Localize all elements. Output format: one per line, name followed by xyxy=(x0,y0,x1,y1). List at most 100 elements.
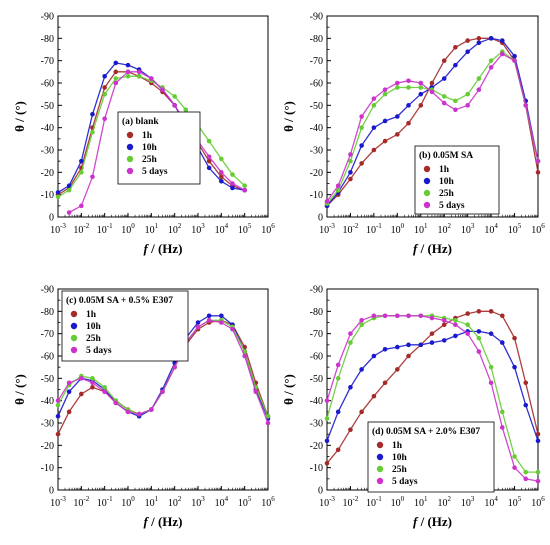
data-point xyxy=(136,74,142,79)
y-tick-label: -60 xyxy=(310,352,323,363)
data-point xyxy=(465,49,470,55)
x-tick-label: 102 xyxy=(168,495,182,509)
y-tick-label: -80 xyxy=(41,307,54,318)
y-tick-label: -90 xyxy=(41,12,54,23)
x-tick-label: 100 xyxy=(391,222,405,236)
data-point xyxy=(465,322,470,328)
data-point xyxy=(453,317,458,323)
data-point xyxy=(348,340,353,345)
data-point xyxy=(172,94,177,99)
data-point xyxy=(512,58,517,63)
legend: (c) 0.05M SA + 0.5% E307 1h 10h 25h 5 days xyxy=(61,290,189,362)
data-point xyxy=(102,389,107,395)
data-point xyxy=(324,199,330,204)
data-point xyxy=(348,176,353,182)
data-point xyxy=(79,158,84,164)
legend-marker xyxy=(70,334,78,342)
data-point xyxy=(324,460,330,466)
data-point xyxy=(79,170,84,175)
data-point xyxy=(113,80,119,86)
y-tick-label: -70 xyxy=(310,329,323,340)
data-point xyxy=(395,80,400,86)
x-tick-label: 104 xyxy=(215,222,229,236)
legend-label: 25h xyxy=(439,189,455,199)
fit-line xyxy=(68,71,246,214)
y-tick-label: -10 xyxy=(310,190,323,201)
data-point xyxy=(102,74,107,79)
legend-title: (c) 0.05M SA + 0.5% E307 xyxy=(66,295,173,306)
data-point xyxy=(535,170,541,175)
legend-label: 1h xyxy=(142,131,153,141)
data-point xyxy=(406,78,411,84)
y-tick-label: -30 xyxy=(41,419,54,430)
data-point xyxy=(90,129,95,135)
x-tick-label: 10-2 xyxy=(73,222,89,236)
data-point xyxy=(441,317,447,323)
data-point xyxy=(488,58,494,63)
data-point xyxy=(66,183,72,189)
legend-label: 25h xyxy=(392,465,408,475)
y-tick-label: 0 xyxy=(318,486,323,497)
x-tick-label: 105 xyxy=(238,495,252,509)
data-point xyxy=(441,58,447,63)
legend-label: 10h xyxy=(142,143,158,153)
data-point xyxy=(535,469,541,475)
y-tick-label: -70 xyxy=(41,56,54,67)
y-tick-label: -10 xyxy=(41,463,54,474)
x-tick-label: 102 xyxy=(168,222,182,236)
x-tick-label: 104 xyxy=(484,222,498,236)
data-point xyxy=(219,170,224,175)
y-axis-label: θ / (°) xyxy=(281,101,296,132)
data-point xyxy=(465,103,470,108)
data-point xyxy=(465,38,470,43)
data-point xyxy=(66,409,72,415)
data-point xyxy=(418,91,424,97)
data-point xyxy=(371,96,377,101)
x-tick-label: 106 xyxy=(531,222,545,236)
data-point xyxy=(206,165,212,171)
data-point xyxy=(429,89,435,95)
data-point xyxy=(382,91,388,97)
y-tick-label: -20 xyxy=(310,168,323,179)
data-point xyxy=(348,158,353,164)
legend-label: 10h xyxy=(86,322,102,332)
x-tick-label: 10-3 xyxy=(50,222,66,236)
data-point xyxy=(359,322,364,328)
x-tick-label: 104 xyxy=(484,495,498,509)
panel-4: 0 -10 -20 -30 -40 -50 -60 -70 -80 -90 10-3 10-2 10-1… xyxy=(281,285,545,530)
data-point xyxy=(395,344,400,350)
legend: (b) 0.05M SA 1h 10h 25h 5 days xyxy=(414,145,500,215)
data-point xyxy=(160,389,165,395)
x-tick-label: 103 xyxy=(461,495,475,509)
data-point xyxy=(406,120,411,126)
legend-label: 10h xyxy=(439,177,455,187)
data-point xyxy=(441,322,447,328)
data-point xyxy=(465,91,470,97)
data-point xyxy=(160,87,165,92)
data-point xyxy=(359,409,364,415)
data-point xyxy=(348,427,353,433)
data-point xyxy=(476,76,482,81)
data-point xyxy=(418,85,424,90)
data-point xyxy=(512,454,517,459)
data-point xyxy=(335,409,341,415)
legend-title: (a) blank xyxy=(122,116,159,127)
series-1h xyxy=(324,309,541,466)
x-tick-label: 101 xyxy=(414,222,428,236)
data-point xyxy=(136,69,142,75)
data-point xyxy=(441,338,447,343)
legend-label: 25h xyxy=(86,334,102,344)
data-point xyxy=(535,478,541,484)
data-point xyxy=(125,69,131,75)
data-point xyxy=(102,384,107,390)
data-point xyxy=(79,376,84,381)
data-point xyxy=(55,194,61,200)
data-point xyxy=(382,313,388,319)
data-point xyxy=(453,107,458,113)
data-point xyxy=(219,313,224,319)
data-point xyxy=(136,411,142,417)
data-point xyxy=(90,376,95,381)
data-point xyxy=(230,181,235,186)
x-tick-label: 10-3 xyxy=(319,222,335,236)
data-point xyxy=(382,87,388,92)
